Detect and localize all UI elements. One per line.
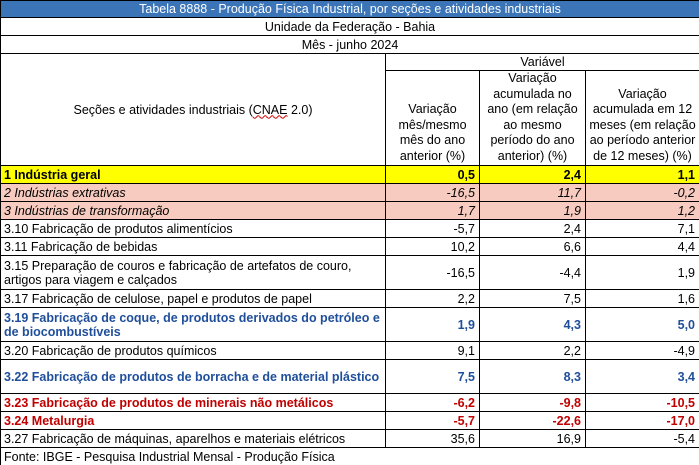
row-value: -5,4 xyxy=(586,430,699,448)
source-footer: Fonte: IBGE - Pesquisa Industrial Mensal… xyxy=(1,448,699,465)
row-label: 3.11 Fabricação de bebidas xyxy=(1,238,386,256)
row-value: 2,4 xyxy=(480,166,586,184)
row-value: -0,2 xyxy=(586,184,699,202)
table-row: 3.19 Fabricação de coque, de produtos de… xyxy=(1,308,699,342)
row-header-tail: 2.0) xyxy=(287,103,312,117)
period-label: Mês - junho 2024 xyxy=(1,36,699,54)
table-row: 3.22 Fabricação de produtos de borracha … xyxy=(1,360,699,394)
row-label: 3.24 Metalurgia xyxy=(1,412,386,430)
row-value: 7,5 xyxy=(480,290,586,308)
row-value: 5,0 xyxy=(586,308,699,342)
row-value: 9,1 xyxy=(386,342,480,360)
row-label: 1 Indústria geral xyxy=(1,166,386,184)
row-value: 2,2 xyxy=(386,290,480,308)
row-value: 4,3 xyxy=(480,308,586,342)
row-value: -16,5 xyxy=(386,184,480,202)
table-row: 3.27 Fabricação de máquinas, aparelhos e… xyxy=(1,430,699,448)
row-header-text: Seções e atividades industriais ( xyxy=(73,103,252,117)
row-value: 3,4 xyxy=(586,360,699,394)
row-value: 2,4 xyxy=(480,220,586,238)
row-value: 2,2 xyxy=(480,342,586,360)
column-header-monthly: Variação mês/mesmo mês do ano anterior (… xyxy=(386,71,480,166)
row-label: 3.15 Preparação de couros e fabricação d… xyxy=(1,256,386,290)
row-value: -4,9 xyxy=(586,342,699,360)
row-label: 3.27 Fabricação de máquinas, aparelhos e… xyxy=(1,430,386,448)
row-value: 7,1 xyxy=(586,220,699,238)
table-title: Tabela 8888 - Produção Física Industrial… xyxy=(1,1,699,18)
row-value: 1,6 xyxy=(586,290,699,308)
row-value: 1,2 xyxy=(586,202,699,220)
row-label: 3.17 Fabricação de celulose, papel e pro… xyxy=(1,290,386,308)
row-value: 6,6 xyxy=(480,238,586,256)
row-value: 1,1 xyxy=(586,166,699,184)
variable-header: Variável xyxy=(386,54,699,71)
unit-label: Unidade da Federação - Bahia xyxy=(1,18,699,36)
table-row: 3.17 Fabricação de celulose, papel e pro… xyxy=(1,290,699,308)
row-value: 1,9 xyxy=(586,256,699,290)
column-header-12m: Variação acumulada em 12 meses (em relaç… xyxy=(586,71,699,166)
row-value: 8,3 xyxy=(480,360,586,394)
row-value: 7,5 xyxy=(386,360,480,394)
row-value: -9,8 xyxy=(480,394,586,412)
row-label: 3.20 Fabricação de produtos químicos xyxy=(1,342,386,360)
row-value: 0,5 xyxy=(386,166,480,184)
row-label: 3 Indústrias de transformação xyxy=(1,202,386,220)
row-header-abbr: CNAE xyxy=(253,103,288,117)
row-value: -10,5 xyxy=(586,394,699,412)
row-value: -17,0 xyxy=(586,412,699,430)
row-value: 16,9 xyxy=(480,430,586,448)
row-label: 3.22 Fabricação de produtos de borracha … xyxy=(1,360,386,394)
row-value: -4,4 xyxy=(480,256,586,290)
row-value: -22,6 xyxy=(480,412,586,430)
row-label: 3.10 Fabricação de produtos alimentícios xyxy=(1,220,386,238)
row-value: 10,2 xyxy=(386,238,480,256)
row-value: 4,4 xyxy=(586,238,699,256)
table-row: 3.10 Fabricação de produtos alimentícios… xyxy=(1,220,699,238)
row-header: Seções e atividades industriais (CNAE 2.… xyxy=(1,54,386,166)
row-value: -16,5 xyxy=(386,256,480,290)
table-row: 3.24 Metalurgia-5,7-22,6-17,0 xyxy=(1,412,699,430)
table-row: 3.15 Preparação de couros e fabricação d… xyxy=(1,256,699,290)
row-value: -5,7 xyxy=(386,412,480,430)
row-value: 1,9 xyxy=(480,202,586,220)
row-value: -5,7 xyxy=(386,220,480,238)
row-value: -6,2 xyxy=(386,394,480,412)
row-value: 11,7 xyxy=(480,184,586,202)
column-header-ytd: Variação acumulada no ano (em relação ao… xyxy=(480,71,586,166)
row-value: 1,9 xyxy=(386,308,480,342)
row-label: 3.19 Fabricação de coque, de produtos de… xyxy=(1,308,386,342)
table-row: 3.23 Fabricação de produtos de minerais … xyxy=(1,394,699,412)
row-label: 3.23 Fabricação de produtos de minerais … xyxy=(1,394,386,412)
row-label: 2 Indústrias extrativas xyxy=(1,184,386,202)
row-value: 35,6 xyxy=(386,430,480,448)
row-value: 1,7 xyxy=(386,202,480,220)
